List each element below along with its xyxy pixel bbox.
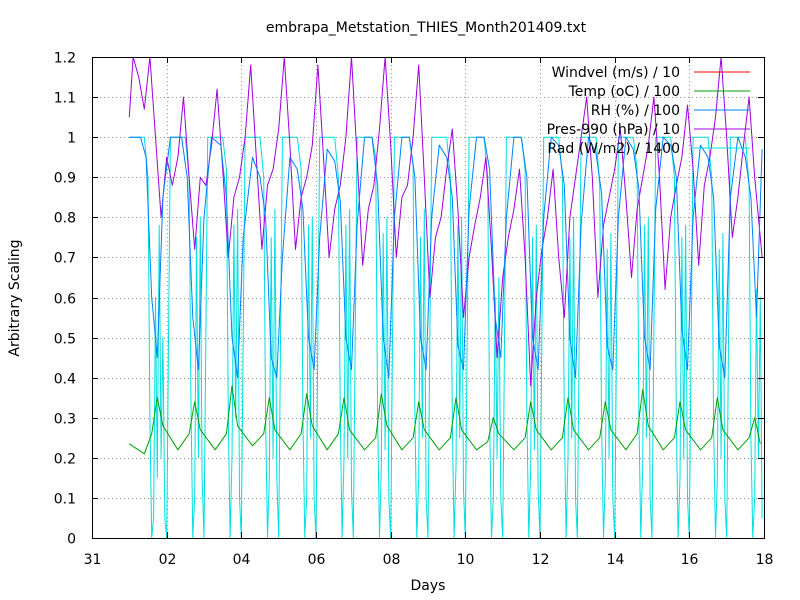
x-tick-label: 06 (308, 552, 326, 568)
x-tick-label: 10 (457, 552, 475, 568)
y-tick-label: 0.7 (54, 251, 76, 267)
series-line-2 (129, 136, 763, 379)
y-tick-label: 0.9 (54, 171, 76, 187)
y-tick-label: 0.3 (54, 412, 76, 428)
y-tick-label: 0.4 (54, 372, 76, 388)
x-tick-label: 18 (756, 552, 774, 568)
grid (92, 57, 764, 538)
x-tick-label: 14 (607, 552, 625, 568)
y-tick-label: 1.1 (54, 91, 76, 107)
legend: Windvel (m/s) / 10 Temp (oC) / 100 RH (%) … (547, 65, 750, 157)
y-tick-label: 0.2 (54, 452, 76, 468)
y-tick-label: 0.5 (54, 332, 76, 348)
chart-title: embrapa_Metstation_THIES_Month201409.txt (266, 20, 587, 36)
x-axis-label: Days (411, 578, 446, 594)
x-tick-label: 12 (532, 552, 550, 568)
legend-label: Windvel (m/s) / 10 (552, 65, 680, 81)
series-line-1 (129, 385, 761, 455)
y-axis-label: Arbitrary Scaling (7, 239, 23, 356)
y-tick-label: 1 (67, 131, 76, 147)
tick-labels: 31 02 04 06 08 10 12 14 16 18 0 0.1 0.2 0.3 0.4 0.5 0.6 0… (54, 51, 774, 569)
x-tick-label: 16 (681, 552, 699, 568)
y-tick-label: 0.8 (54, 211, 76, 227)
y-tick-label: 0.6 (54, 292, 76, 308)
x-tick-label: 02 (159, 552, 177, 568)
x-tick-label: 04 (233, 552, 251, 568)
x-tick-label: 31 (84, 552, 102, 568)
legend-label: RH (%) / 100 (591, 103, 680, 119)
y-tick-label: 0.1 (54, 492, 76, 508)
legend-label: Pres-990 (hPa) / 10 (547, 122, 680, 138)
ticks (92, 57, 765, 539)
x-tick-label: 08 (383, 552, 401, 568)
y-tick-label: 0 (67, 532, 76, 548)
series-line-4 (129, 136, 763, 538)
y-tick-label: 1.2 (54, 51, 76, 67)
legend-label: Rad (W/m2) / 1400 (547, 141, 680, 157)
legend-label: Temp (oC) / 100 (568, 84, 680, 100)
series-layer (128, 57, 763, 538)
